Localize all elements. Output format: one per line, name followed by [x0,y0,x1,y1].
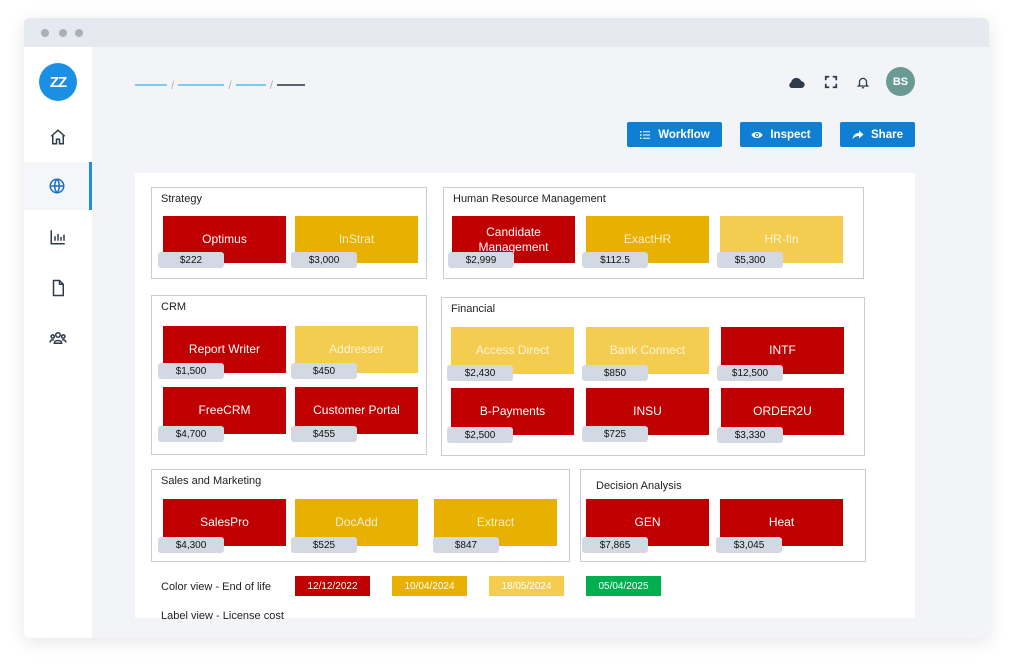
cloud-icon [789,77,805,88]
app-window: ZZ / / / BS Workflow [24,18,989,638]
cost-badge: $2,500 [447,427,513,443]
cost-badge: $222 [158,252,224,268]
breadcrumb: / / / [135,78,306,92]
capability-map-panel: Strategy Optimus $222 InStrat $3,000 Hum… [135,173,915,622]
bar-chart-icon [50,230,65,245]
sidebar-item-home[interactable] [24,113,92,161]
breadcrumb-item[interactable] [135,84,167,86]
breadcrumb-item[interactable] [178,84,225,86]
legend-date-green: 05/04/2025 [586,576,661,596]
group-decision-analysis: Decision Analysis GEN $7,865 Heat $3,045 [580,469,866,562]
cost-badge: $850 [582,365,648,381]
globe-icon [49,178,64,194]
sidebar-item-documents[interactable] [24,264,92,312]
share-button[interactable]: Share [840,122,915,147]
cost-badge: $1,500 [158,363,224,379]
breadcrumb-current [277,84,306,86]
sidebar-item-users[interactable] [24,314,92,362]
cloud-button[interactable] [786,69,806,95]
fullscreen-icon [824,75,838,89]
legend-color-view-label: Color view - End of life [161,581,272,593]
cost-badge: $12,500 [717,365,783,381]
window-control-maximize[interactable] [75,29,83,37]
bell-icon [856,77,870,88]
group-sales-and-marketing: Sales and Marketing SalesPro $4,300 DocA… [151,469,570,562]
cost-badge: $4,700 [158,426,224,442]
share-icon [852,130,864,139]
workflow-button-label: Workflow [658,128,710,141]
list-icon [640,130,651,139]
title-bar [24,18,989,47]
cost-badge: $3,000 [291,252,357,268]
window-control-minimize[interactable] [59,29,67,37]
inspect-button[interactable]: Inspect [740,122,822,147]
app-logo[interactable]: ZZ [39,63,77,101]
users-icon [49,332,67,344]
group-title: Financial [451,303,496,315]
sidebar-item-reports[interactable] [24,213,92,261]
group-title: Sales and Marketing [161,475,262,487]
cost-badge: $2,430 [447,365,513,381]
group-crm: CRM Report Writer $1,500 Addresser $450 … [151,295,427,455]
group-human-resource-management: Human Resource Management Candidate Mana… [443,187,864,279]
group-strategy: Strategy Optimus $222 InStrat $3,000 [151,187,427,279]
breadcrumb-separator: / [171,78,175,92]
cost-badge: $4,300 [158,537,224,553]
fullscreen-button[interactable] [821,69,841,95]
cost-badge: $5,300 [717,252,783,268]
document-icon [52,279,64,297]
legend-date-amber: 10/04/2024 [392,576,467,596]
avatar[interactable]: BS [886,67,915,96]
legend-label-view-label: Label view - License cost [161,610,284,622]
cost-badge: $7,865 [582,537,648,553]
eye-icon [751,131,763,138]
cost-badge: $112.5 [582,252,648,268]
share-button-label: Share [871,128,903,141]
cost-badge: $725 [582,426,648,442]
window-control-close[interactable] [41,29,49,37]
home-icon [50,129,66,145]
legend-date-red: 12/12/2022 [295,576,370,596]
legend-date-yellow: 18/05/2024 [489,576,564,596]
breadcrumb-item[interactable] [235,84,266,86]
inspect-button-label: Inspect [770,128,811,141]
group-financial: Financial Access Direct $2,430 Bank Conn… [441,297,865,456]
cost-badge: $3,330 [717,427,783,443]
cost-badge: $525 [291,537,357,553]
notifications-button[interactable] [853,69,873,95]
group-title: Strategy [161,193,202,205]
breadcrumb-separator: / [269,78,274,92]
cost-badge: $847 [433,537,499,553]
app-tile[interactable]: B-Payments [451,388,574,435]
cost-badge: $2,999 [448,252,514,268]
cost-badge: $3,045 [716,537,782,553]
cost-badge: $455 [291,426,357,442]
workflow-button[interactable]: Workflow [627,122,722,147]
sidebar-item-globe[interactable] [24,162,92,210]
group-title: Decision Analysis [596,480,682,492]
group-title: CRM [161,301,187,313]
group-title: Human Resource Management [453,193,606,205]
sidebar: ZZ [24,47,92,638]
cost-badge: $450 [291,363,357,379]
breadcrumb-separator: / [228,78,232,92]
